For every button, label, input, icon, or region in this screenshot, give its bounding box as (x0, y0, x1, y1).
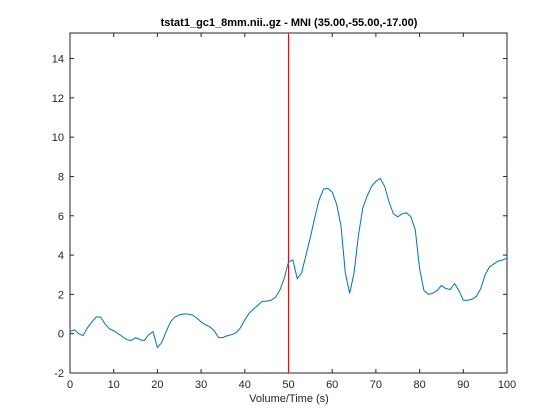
chart-title: tstat1_gc1_8mm.nii..gz - MNI (35.00,-55.… (161, 17, 418, 29)
y-tick-label: -2 (54, 368, 64, 380)
y-tick-label: 2 (58, 289, 64, 301)
x-tick-label: 50 (282, 379, 294, 391)
x-tick-label: 30 (195, 379, 207, 391)
y-tick-label: 6 (58, 211, 64, 223)
y-tick-label: 12 (52, 93, 64, 105)
x-tick-label: 10 (108, 379, 120, 391)
x-axis-label: Volume/Time (s) (249, 393, 329, 405)
y-tick-label: 8 (58, 171, 64, 183)
series-line (69, 177, 508, 349)
y-tick-label: 10 (52, 132, 64, 144)
x-tick-label: 80 (413, 379, 425, 391)
x-tick-label: 100 (498, 379, 516, 391)
y-tick-label: 0 (58, 329, 64, 341)
x-tick-label: 60 (326, 379, 338, 391)
x-tick-label: 70 (370, 379, 382, 391)
x-tick-label: 40 (239, 379, 251, 391)
x-tick-label: 0 (67, 379, 73, 391)
y-tick-label: 4 (58, 250, 64, 262)
x-tick-label: 20 (151, 379, 163, 391)
y-tick-label: 14 (52, 54, 64, 66)
x-tick-label: 90 (457, 379, 469, 391)
y-axis-ticks: -2 0 2 4 6 8 10 12 14 (52, 54, 507, 380)
